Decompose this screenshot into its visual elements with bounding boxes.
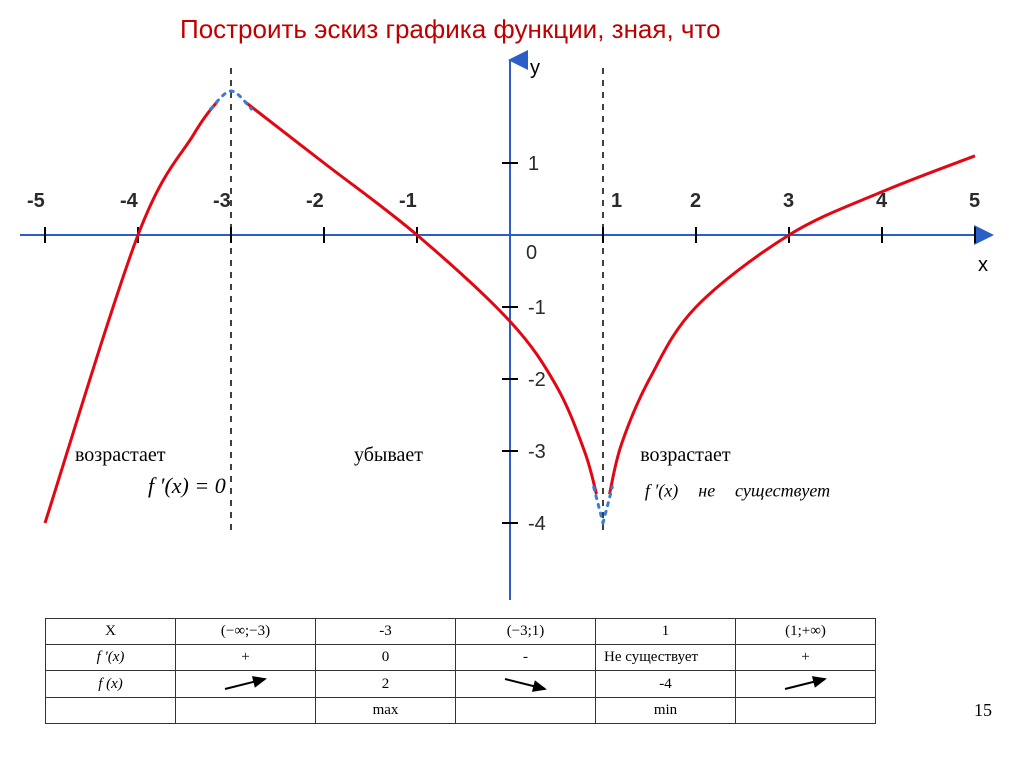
x-tick-label: 3 [783,190,794,212]
table-row-header: f (x) [46,671,176,698]
x-tick-label: 1 [611,190,622,212]
table-cell: max [316,698,456,724]
label-increasing: возрастает [75,444,166,466]
y-tick-label: -3 [528,441,546,463]
y-tick-label: -1 [528,297,546,319]
origin-label: 0 [526,242,537,264]
x-tick-label: 5 [969,190,980,212]
label-decreasing: убывает [354,444,423,466]
y-tick-label: -4 [528,513,546,535]
table-cell: (1;+∞) [736,619,876,645]
label-fprime-dne: f ′(x)несуществует [645,481,830,502]
x-axis-label: х [978,254,988,276]
chart-svg: -5-4-3-2-1123451-1-2-3-40ху возрастаетуб… [20,40,1000,600]
x-tick-label: -1 [399,190,417,212]
table-row-header [46,698,176,724]
table-cell: min [596,698,736,724]
table-cell: (−∞;−3) [176,619,316,645]
x-tick-label: -5 [27,190,45,212]
table-cell [736,671,876,698]
table-cell [736,698,876,724]
table-cell: Не существует [596,645,736,671]
table-cell: 1 [596,619,736,645]
x-tick-label: -2 [306,190,324,212]
table-cell: -4 [596,671,736,698]
trend-arrow-icon [221,675,271,693]
table-cell: -3 [316,619,456,645]
x-tick-label: 2 [690,190,701,212]
label-fprime-zero: f ′(x) = 0 [148,473,226,498]
table-cell: 2 [316,671,456,698]
table-cell [176,671,316,698]
function-chart: -5-4-3-2-1123451-1-2-3-40ху возрастаетуб… [20,40,1000,600]
table-cell: + [736,645,876,671]
y-axis-label: у [530,57,540,79]
y-tick-label: 1 [528,153,539,175]
table-row-header: f ′(x) [46,645,176,671]
page-number: 15 [974,700,992,721]
label-increasing: возрастает [640,444,731,466]
table-cell: - [456,645,596,671]
trend-arrow-icon [781,675,831,693]
analysis-table: X(−∞;−3)-3(−3;1)1(1;+∞)f ′(x)+0-Не сущес… [45,618,876,724]
table-cell [456,671,596,698]
trend-arrow-icon [501,675,551,693]
table-row-header: X [46,619,176,645]
table-cell [176,698,316,724]
table-cell: + [176,645,316,671]
x-tick-label: -3 [213,190,231,212]
y-tick-label: -2 [528,369,546,391]
table-cell: (−3;1) [456,619,596,645]
x-tick-label: -4 [120,190,139,212]
table-cell [456,698,596,724]
table-cell: 0 [316,645,456,671]
